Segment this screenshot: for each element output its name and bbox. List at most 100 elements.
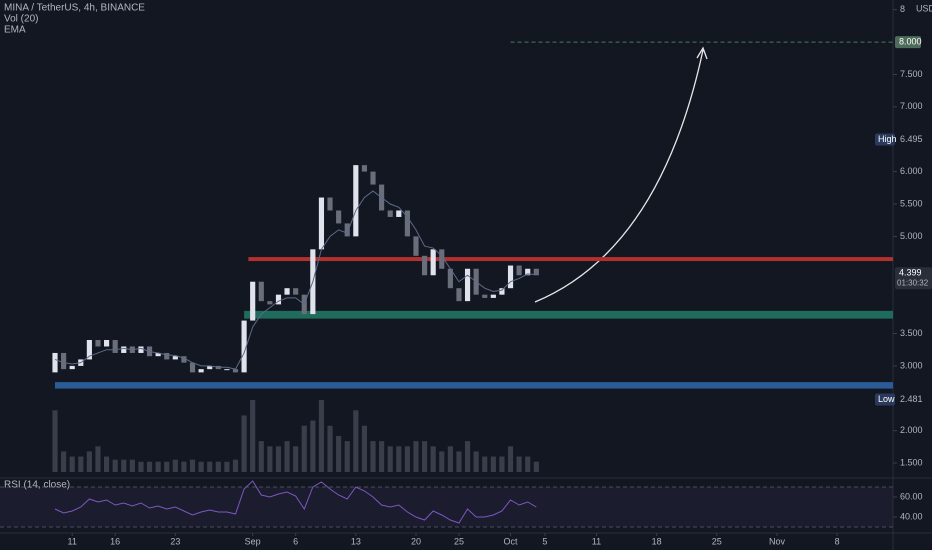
volume-bar: [129, 459, 135, 472]
rsi-tick-label: 60.00: [900, 491, 923, 501]
candle-body: [293, 288, 299, 295]
volume-bar: [112, 459, 118, 472]
candle-body: [267, 301, 273, 305]
volume-bar: [293, 446, 299, 472]
candle-body: [327, 197, 333, 211]
volume-bar: [318, 400, 325, 472]
candle-body: [250, 281, 256, 321]
volume-bar: [482, 456, 488, 472]
volume-bar: [207, 461, 213, 472]
candle-body: [533, 268, 539, 276]
volume-bar: [301, 425, 307, 472]
candle-body: [413, 236, 419, 256]
unit: USDT: [916, 3, 932, 13]
countdown: 01:30:32: [897, 278, 929, 287]
candle-body: [387, 210, 393, 217]
candle-body: [507, 265, 514, 289]
ema-line: [54, 190, 537, 370]
y-tick-label: 1.500: [900, 457, 923, 467]
x-tick-label: Sep: [245, 536, 261, 546]
candle-body: [138, 346, 144, 353]
last-price: 4.399: [899, 268, 922, 278]
x-tick-label: 20: [411, 536, 421, 546]
arrow-head: [696, 46, 708, 60]
volume-bar: [413, 441, 419, 472]
volume-bar: [387, 446, 393, 472]
volume-bar: [361, 425, 367, 472]
candle-body: [103, 340, 110, 347]
x-tick-label: 11: [68, 536, 77, 546]
volume-bar: [430, 446, 436, 472]
candle-body: [95, 340, 101, 347]
y-tick-label: 5.500: [900, 198, 923, 208]
candle-body: [69, 365, 75, 370]
candle-body: [121, 346, 127, 353]
candle-body: [370, 171, 376, 185]
high-value: 6.495: [900, 134, 923, 144]
volume-bar: [215, 461, 221, 472]
low-tag: [875, 393, 895, 406]
volume-bar: [516, 456, 522, 472]
candle-body: [525, 268, 531, 276]
y-tick-label: 6.000: [900, 166, 923, 176]
volume-bar: [507, 446, 514, 472]
candle-body: [172, 356, 178, 360]
candle-body: [422, 255, 428, 276]
volume-bar: [464, 441, 471, 472]
volume-bar: [327, 425, 333, 472]
volume-bar: [172, 459, 178, 472]
volume-bar: [95, 446, 101, 472]
volume-bar: [61, 451, 67, 472]
volume-bar: [103, 456, 110, 472]
volume-bar: [344, 441, 350, 472]
y-tick-label: 7.500: [900, 69, 923, 79]
volume-bar: [336, 436, 342, 472]
x-tick-label: 25: [454, 536, 464, 546]
volume-bar: [456, 451, 462, 472]
volume-bar: [353, 410, 359, 472]
volume-bar: [525, 456, 531, 472]
arrow: [534, 49, 704, 303]
volume-bar: [241, 415, 247, 472]
x-tick-label: 18: [652, 536, 662, 546]
target-tag: [895, 36, 921, 49]
candle-body: [86, 340, 92, 360]
x-tick-label: 6: [293, 536, 298, 546]
volume-bar: [258, 441, 264, 472]
volume-bar: [499, 456, 505, 472]
volume-bar: [447, 446, 453, 472]
candle-body: [447, 268, 453, 289]
x-tick-label: 16: [110, 536, 120, 546]
y-tick-label: 3.500: [900, 328, 923, 338]
volume-bar: [181, 461, 187, 472]
volume-bar: [250, 400, 256, 472]
support-zone: [55, 382, 894, 389]
volume-bar: [490, 456, 496, 472]
volume-bar: [404, 446, 410, 472]
volume-bar: [86, 451, 92, 472]
x-tick-label: 23: [170, 536, 180, 546]
candle-body: [361, 165, 367, 172]
volume-bar: [189, 459, 196, 472]
candle-body: [490, 294, 496, 298]
target-label: 8.000: [899, 36, 922, 46]
volume-bar: [69, 456, 75, 472]
candle-body: [181, 356, 187, 363]
candle-body: [61, 352, 67, 370]
volume-bar: [396, 446, 402, 472]
volume-bar: [267, 446, 273, 472]
candle-body: [456, 288, 462, 302]
volume-bar: [121, 459, 127, 472]
volume-bar: [232, 459, 239, 472]
volume-bar: [284, 441, 290, 472]
y-tick-label: 7.000: [900, 101, 923, 111]
legend-entry: EMA: [4, 25, 26, 36]
candle-body: [52, 352, 58, 373]
x-tick-label: 8: [835, 536, 840, 546]
volume-bar: [310, 420, 316, 472]
candle-body: [318, 197, 325, 250]
candle-body: [241, 320, 247, 373]
